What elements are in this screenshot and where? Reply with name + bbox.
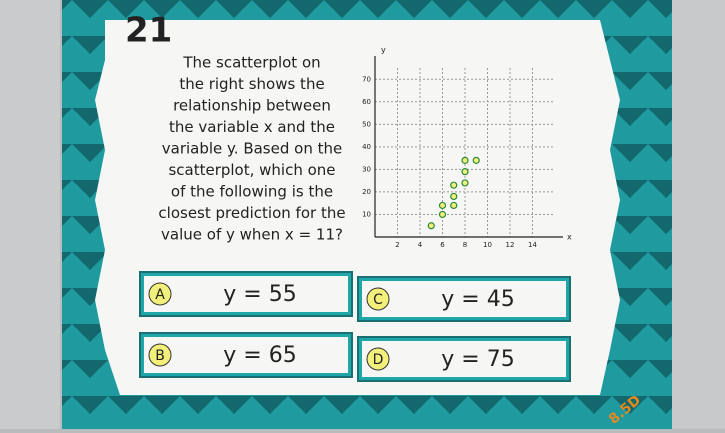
option-badge — [148, 343, 172, 367]
scatterplot: 10 20 30 40 50 60 70 2 4 6 8 10 12 14 y x — [362, 46, 572, 250]
question-line: value of y when x = 11? — [161, 226, 343, 244]
option-face — [144, 337, 348, 373]
point — [472, 156, 480, 164]
question-line: the right shows the — [179, 75, 324, 93]
point — [438, 210, 447, 219]
point — [438, 201, 447, 210]
x-tick-label: 14 — [528, 241, 537, 249]
question-text: The scatterplot on the right shows the rel… — [158, 54, 345, 244]
background — [0, 0, 60, 429]
y-tick-label: 30 — [362, 165, 371, 173]
point — [450, 192, 458, 201]
point — [461, 156, 469, 164]
option-text: y = 65 — [223, 343, 296, 368]
option-face — [362, 281, 566, 317]
option-text: y = 75 — [441, 347, 514, 372]
question-line: of the following is the — [171, 183, 333, 201]
x-tick-label: 4 — [418, 241, 423, 249]
y-tick-label: 70 — [362, 75, 371, 83]
option-letter: A — [155, 287, 165, 303]
option-letter: D — [373, 352, 384, 368]
option-face — [144, 276, 348, 312]
point — [450, 201, 458, 210]
question-line: the variable x and the — [169, 118, 335, 136]
y-axis-label: y — [381, 46, 386, 55]
question-line: relationship between — [173, 97, 331, 115]
option-badge — [366, 347, 390, 371]
option-text: y = 55 — [223, 282, 296, 307]
option-letter: C — [373, 292, 383, 308]
y-tick-label: 20 — [362, 188, 371, 196]
option-text: y = 45 — [441, 287, 514, 312]
option-badge — [366, 287, 390, 311]
x-tick-label: 8 — [463, 241, 467, 249]
y-tick-label: 10 — [362, 210, 371, 218]
y-tick-label: 40 — [362, 143, 371, 151]
option-face — [362, 341, 566, 377]
question-line: The scatterplot on — [182, 54, 320, 72]
x-axis-label: x — [567, 233, 572, 242]
option-badge — [148, 282, 172, 306]
y-tick-label: 60 — [362, 98, 371, 106]
point — [461, 179, 469, 187]
x-tick-label: 10 — [483, 241, 492, 249]
point — [450, 181, 458, 189]
question-line: variable y. Based on the — [162, 140, 342, 158]
point — [461, 168, 469, 176]
y-tick-label: 50 — [362, 120, 371, 128]
background — [672, 0, 725, 429]
x-tick-label: 2 — [395, 241, 399, 249]
option-letter: B — [155, 348, 165, 364]
x-tick-label: 6 — [440, 241, 445, 249]
question-number: 21 — [125, 11, 172, 51]
point — [427, 222, 435, 230]
question-line: scatterplot, which one — [168, 161, 335, 179]
question-line: closest prediction for the — [158, 204, 345, 222]
x-tick-label: 12 — [506, 241, 515, 249]
